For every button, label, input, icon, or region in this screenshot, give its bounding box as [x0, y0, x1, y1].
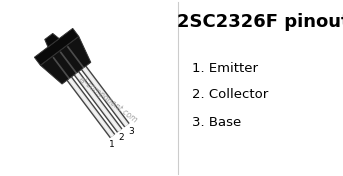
- Text: 2SC2326F pinout: 2SC2326F pinout: [177, 13, 343, 31]
- Text: 3: 3: [128, 127, 134, 136]
- Text: 1. Emitter: 1. Emitter: [192, 61, 258, 74]
- Text: el-component.com: el-component.com: [77, 75, 139, 125]
- Polygon shape: [34, 28, 79, 65]
- Polygon shape: [40, 36, 91, 84]
- Text: 2. Collector: 2. Collector: [192, 89, 268, 102]
- Text: 1: 1: [109, 140, 115, 149]
- Polygon shape: [45, 33, 59, 47]
- Text: 2: 2: [118, 133, 123, 142]
- Text: 3. Base: 3. Base: [192, 115, 241, 128]
